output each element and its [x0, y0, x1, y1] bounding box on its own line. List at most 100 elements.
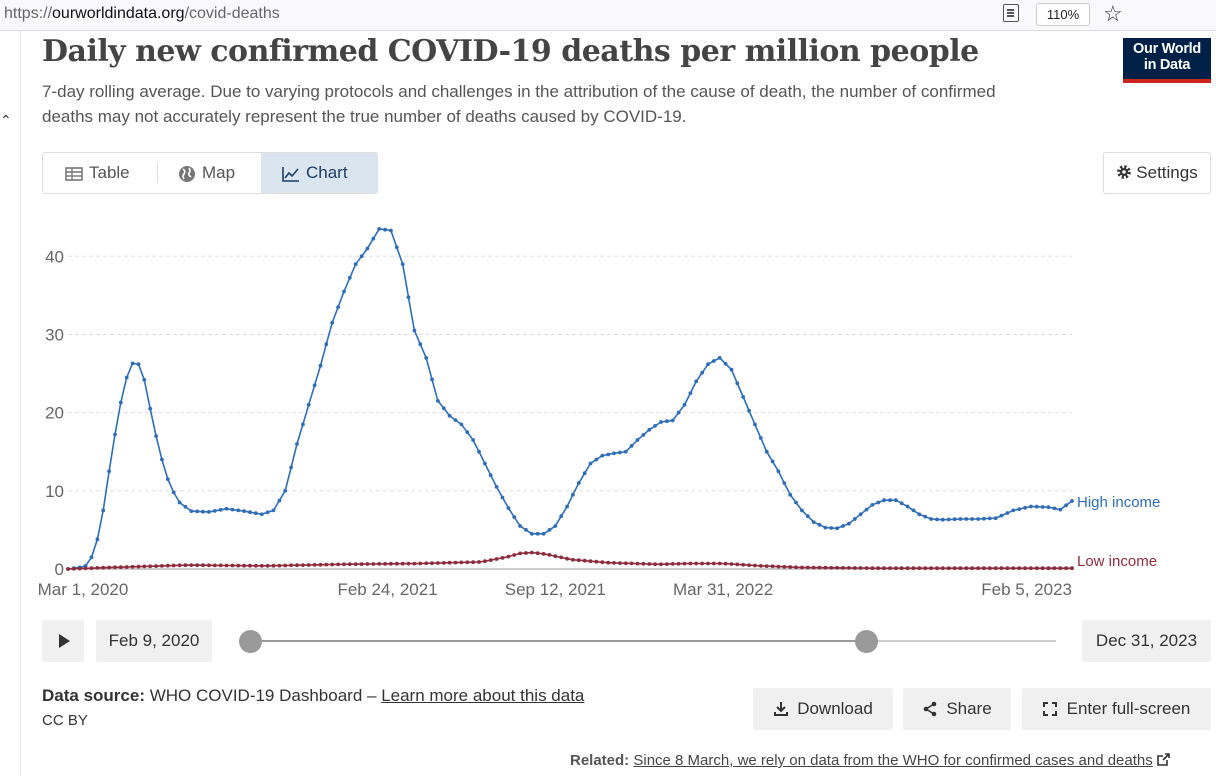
data-point — [1011, 566, 1016, 571]
data-point — [782, 481, 787, 485]
data-point — [665, 419, 669, 424]
fullscreen-button[interactable]: Enter full-screen — [1022, 688, 1211, 730]
tab-chart[interactable]: Chart — [261, 153, 377, 193]
related-label: Related: — [570, 752, 630, 769]
data-point — [500, 495, 505, 500]
timeline-end-date[interactable]: Dec 31, 2023 — [1082, 620, 1211, 662]
related-link[interactable]: Since 8 March, we rely on data from the … — [633, 752, 1153, 769]
data-point — [377, 562, 382, 566]
data-point — [506, 506, 511, 510]
timeline-start-date[interactable]: Feb 9, 2020 — [96, 620, 212, 662]
y-axis: 0 10 20 30 40 — [45, 247, 64, 579]
download-label: Download — [797, 699, 873, 718]
data-point — [600, 560, 605, 565]
data-point — [95, 566, 100, 570]
data-point — [512, 553, 517, 557]
data-point — [711, 359, 716, 363]
data-point — [1029, 504, 1033, 509]
data-point — [729, 562, 734, 566]
data-point — [1070, 499, 1074, 503]
data-point — [347, 562, 352, 567]
data-point — [782, 564, 787, 569]
data-point — [870, 566, 875, 571]
download-button[interactable]: Download — [753, 688, 893, 730]
data-point — [424, 356, 429, 360]
address-bar[interactable]: https://ourworldindata.org/covid-deaths — [4, 5, 280, 23]
data-point — [406, 295, 411, 300]
timeline-track[interactable] — [250, 640, 1056, 642]
data-point — [582, 558, 587, 563]
data-point — [377, 227, 382, 231]
data-point — [189, 509, 194, 513]
reader-view-icon[interactable] — [1003, 4, 1019, 22]
data-point — [600, 453, 605, 458]
learn-more-link[interactable]: Learn more about this data — [381, 686, 585, 705]
data-point — [412, 328, 417, 333]
data-point — [635, 561, 640, 566]
series-high-income — [66, 227, 1074, 571]
data-point — [394, 561, 399, 566]
data-point — [265, 510, 270, 515]
external-link-icon[interactable] — [1157, 753, 1170, 766]
tab-map-label: Map — [202, 163, 236, 182]
owid-logo[interactable]: Our World in Data — [1123, 38, 1211, 83]
data-point — [400, 561, 405, 566]
view-tabs: Table Map Chart — [42, 152, 378, 194]
data-point — [1005, 566, 1010, 571]
share-label: Share — [946, 699, 992, 718]
data-point — [952, 566, 957, 571]
data-point — [177, 500, 182, 505]
url-path: /covid-deaths — [184, 5, 280, 22]
data-point — [1017, 566, 1022, 571]
data-point — [982, 566, 986, 571]
data-point — [764, 564, 769, 568]
data-point — [770, 564, 775, 569]
data-point — [717, 356, 722, 360]
data-point — [852, 566, 857, 570]
tab-table[interactable]: Table — [43, 153, 157, 193]
data-point — [471, 560, 475, 565]
data-point — [218, 563, 223, 568]
data-point — [594, 559, 599, 564]
data-point — [494, 485, 499, 489]
bookmark-star-icon[interactable]: ☆ — [1103, 1, 1123, 26]
data-point — [441, 406, 446, 411]
data-point — [882, 566, 886, 571]
data-point — [183, 563, 188, 568]
share-button[interactable]: Share — [903, 688, 1011, 730]
tab-map[interactable]: Map — [158, 153, 261, 193]
data-point — [858, 566, 863, 570]
data-point — [905, 504, 910, 509]
data-point — [365, 246, 370, 251]
license-text[interactable]: CC BY — [42, 712, 88, 729]
data-point — [588, 461, 593, 466]
data-point — [776, 469, 781, 474]
data-point — [606, 452, 611, 457]
data-point — [218, 507, 223, 512]
data-point — [993, 566, 998, 571]
data-point — [148, 564, 153, 569]
data-point — [811, 520, 816, 524]
data-point — [124, 565, 129, 569]
data-point — [89, 566, 94, 571]
data-point — [500, 556, 505, 560]
timeline-start-handle[interactable] — [239, 630, 262, 653]
data-point — [670, 562, 675, 566]
data-point — [770, 459, 775, 464]
source-text: WHO COVID-19 Dashboard – — [144, 686, 382, 705]
data-point — [400, 262, 405, 266]
timeline-end-handle[interactable] — [854, 630, 878, 653]
chart-series[interactable] — [66, 227, 1074, 571]
data-point — [987, 516, 992, 521]
data-point — [694, 561, 699, 566]
play-button[interactable] — [42, 620, 84, 662]
settings-button[interactable]: Settings — [1103, 152, 1211, 194]
data-point — [1040, 566, 1045, 571]
zoom-level[interactable]: 110% — [1036, 3, 1090, 26]
data-point — [923, 566, 928, 571]
tab-table-label: Table — [89, 163, 130, 182]
data-point — [212, 509, 217, 513]
data-point — [888, 566, 892, 571]
data-point — [254, 511, 258, 516]
url-prefix: https:// — [4, 5, 53, 22]
